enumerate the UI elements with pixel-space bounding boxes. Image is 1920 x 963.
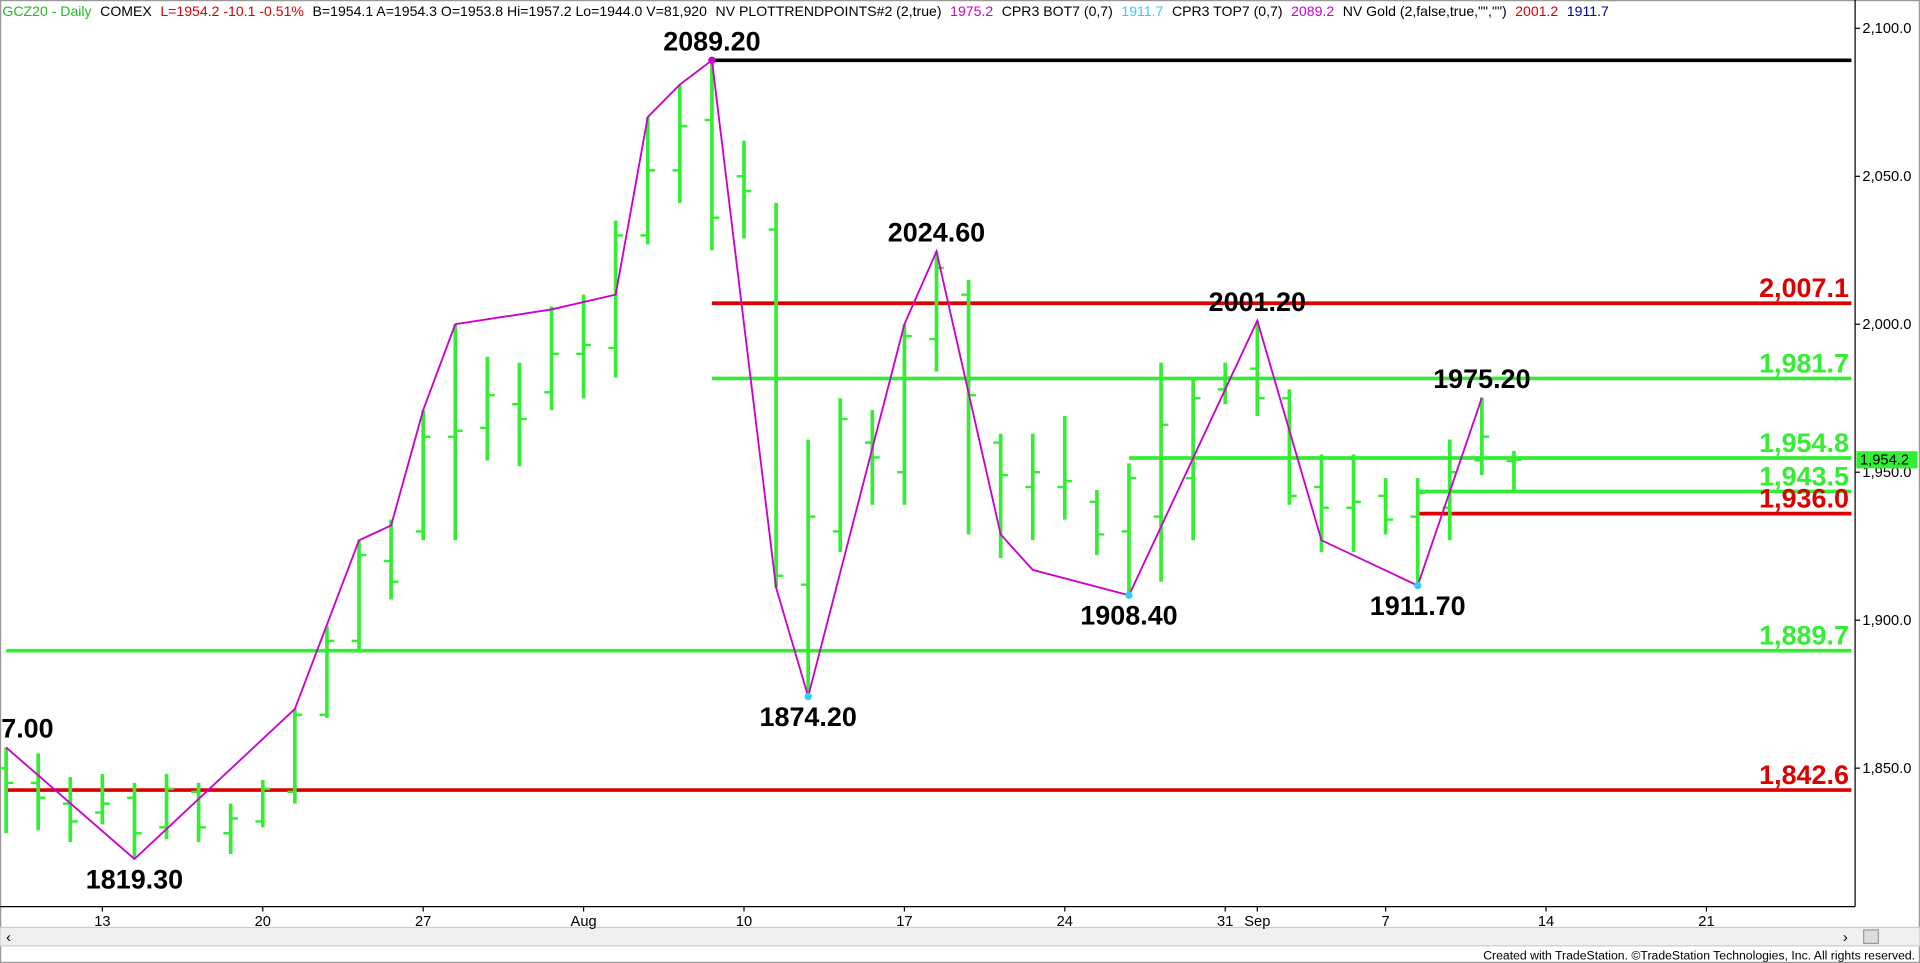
x-tick-label: 24 [1057,914,1073,930]
status-item: 1975.2 [950,3,993,19]
status-item: 2089.2 [1291,3,1334,19]
pivot-label: 7.00 [1,714,53,744]
level-label: 1,842.6 [1759,760,1849,790]
level-label: 1,936.0 [1759,484,1849,514]
x-tick-label: 31 [1217,914,1233,930]
pivot-label: 1819.30 [86,864,183,894]
level-label: 1,981.7 [1759,348,1849,378]
status-item: 1911.7 [1567,3,1609,19]
x-tick-label: 13 [94,914,110,930]
pivot-label: 1911.70 [1370,591,1466,621]
level-label: 2,007.1 [1759,273,1849,303]
pivot-label: 1908.40 [1080,601,1177,631]
x-tick-label: 21 [1698,914,1714,930]
status-item: NV Gold (2,false,true,"","") [1343,3,1507,19]
level-label: 1,889.7 [1759,621,1849,651]
pivot-marker [1414,581,1422,590]
scroll-left[interactable]: ‹ [6,930,11,946]
pivot-label: 1975.20 [1433,364,1530,394]
x-tick-label: 14 [1538,914,1554,930]
last-price-box [1856,451,1918,469]
status-item: COMEX [100,3,152,19]
x-tick-label: 27 [415,914,431,930]
y-tick-label: 2,100.0 [1862,21,1911,37]
pivot-marker [804,692,812,701]
level-label: 1,943.5 [1759,461,1849,491]
pivot-label: 2024.60 [888,218,985,248]
y-tick-label: 1,850.0 [1862,761,1911,777]
status-item: CPR3 TOP7 (0,7) [1172,3,1283,19]
pivot-label: 1874.20 [759,702,856,732]
status-item: CPR3 BOT7 (0,7) [1002,3,1113,19]
status-item: GCZ20 - Daily [2,3,92,19]
y-tick-label: 1,900.0 [1862,613,1911,629]
x-tick-label: 20 [255,914,271,930]
status-item: B=1954.1 A=1954.3 O=1953.8 Hi=1957.2 Lo=… [313,3,708,19]
y-tick-label: 2,000.0 [1862,317,1911,333]
x-tick-label: 10 [736,914,752,930]
status-item: NV PLOTTRENDPOINTS#2 (2,true) [716,3,942,19]
pivot-marker [1125,591,1133,599]
footer: Created with TradeStation. ©TradeStation… [1483,948,1915,962]
plot-area: 2,007.1 1,981.7 1,954.81,943.51,936.0 1,889… [0,26,1852,894]
pivot-label: 2001.20 [1209,287,1306,317]
scrollbar[interactable] [0,926,1920,947]
scroll-right[interactable]: › [1843,930,1848,946]
y-tick-label: 1,950.0 [1862,465,1911,481]
x-tick-label: 7 [1382,914,1390,930]
status-item: 2001.2 [1515,3,1558,19]
scroll-thumb[interactable] [1863,929,1879,945]
level-label: 1,954.8 [1759,428,1849,458]
pivot-marker [708,56,716,64]
x-tick-label: 17 [896,914,912,930]
pivot-label: 2089.20 [663,26,760,56]
x-tick-label: Aug [571,914,597,930]
status-item: L=1954.2 -10.1 -0.51% [160,3,304,19]
y-tick-label: 2,050.0 [1862,169,1911,185]
status-item: 1911.7 [1121,3,1163,19]
status-line: GCZ20 - Daily COMEX L=1954.2 -10.1 -0.51% B… [2,3,1609,19]
x-tick-label: Sep [1244,914,1270,930]
last-price-label: 1,954.2 [1860,453,1909,469]
